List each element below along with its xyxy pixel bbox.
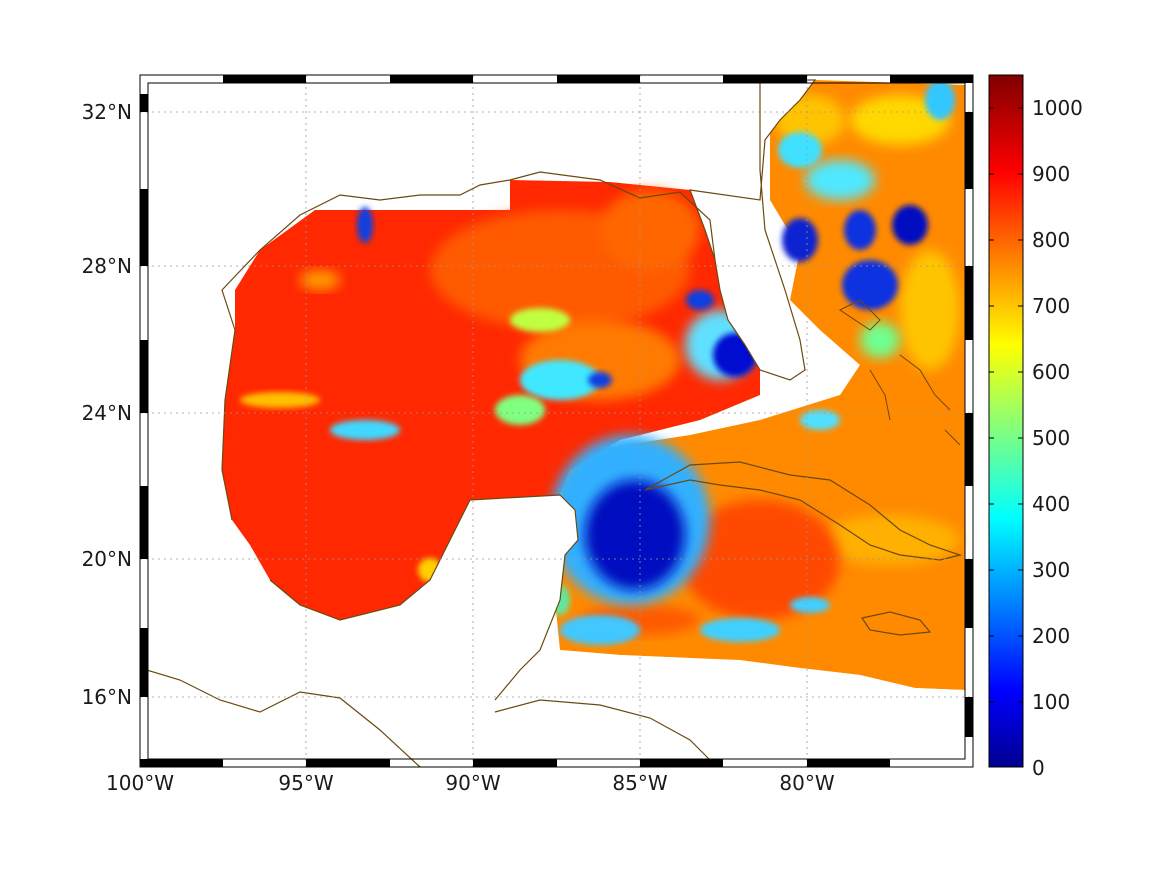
colorbar: 1000 900 800 700 600 500 400 300 200 100…: [988, 74, 1083, 780]
yucatan-land: [140, 495, 965, 767]
colorbar-tick-label: 200: [1032, 624, 1070, 648]
x-tick-label: 85°W: [612, 771, 667, 795]
yucatan-coast: [140, 494, 711, 767]
y-tick-label: 24°N: [82, 401, 132, 425]
map-gridlines: [140, 75, 973, 767]
colorbar-tick-label: 500: [1032, 426, 1070, 450]
y-axis-labels: 32°N 28°N 24°N 20°N 16°N: [82, 100, 132, 709]
y-tick-label: 16°N: [82, 685, 132, 709]
cuba-island: [644, 461, 963, 561]
colorbar-tick-label: 100: [1032, 690, 1070, 714]
colorbar-tick-label: 800: [1032, 228, 1070, 252]
y-tick-label: 32°N: [82, 100, 132, 124]
colorbar-tick-label: 900: [1032, 162, 1070, 186]
map-plot-area: [140, 75, 973, 767]
y-tick-label: 28°N: [82, 254, 132, 278]
gulf-coastline: [221, 171, 716, 621]
x-tick-label: 90°W: [445, 771, 500, 795]
colorbar-tick-label: 300: [1032, 558, 1070, 582]
colorbar-tick-label: 0: [1032, 756, 1045, 780]
colorbar-tick-label: 600: [1032, 360, 1070, 384]
x-tick-label: 80°W: [779, 771, 834, 795]
colorbar-gradient: [988, 74, 1024, 768]
map-frame: [139, 74, 974, 768]
gulf-data-field: [222, 180, 760, 620]
x-tick-label: 100°W: [106, 771, 174, 795]
colorbar-tick-label: 400: [1032, 492, 1070, 516]
jamaica-island: [861, 611, 932, 636]
florida-land: [689, 79, 817, 381]
x-axis-labels: 100°W 95°W 90°W 85°W 80°W: [106, 771, 835, 795]
yucatan-channel-low: [550, 435, 710, 645]
colorbar-tick-label: 700: [1032, 294, 1070, 318]
bahamas-islands: [839, 299, 961, 446]
x-tick-label: 95°W: [278, 771, 333, 795]
y-tick-label: 20°N: [82, 547, 132, 571]
colorbar-tick-label: 1000: [1032, 96, 1083, 120]
